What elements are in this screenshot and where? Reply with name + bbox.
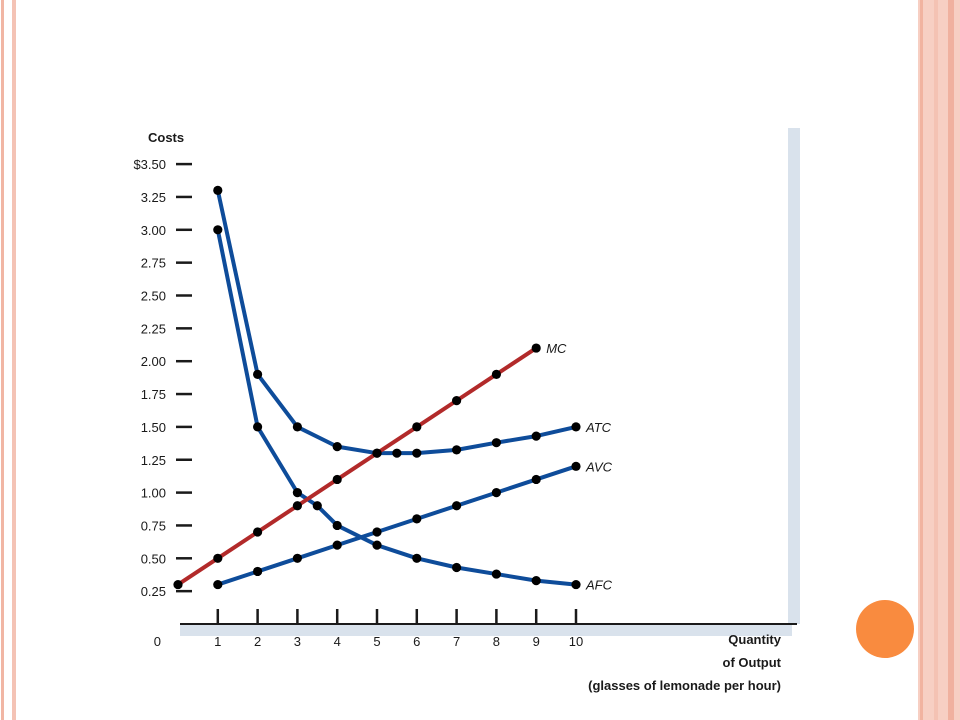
left-border-stripe (1, 0, 4, 720)
y-tick-label: 3.00 (141, 223, 166, 238)
slide-right-border (918, 0, 960, 720)
atc-point (571, 422, 581, 432)
avc-point (253, 566, 263, 577)
avc-label: AVC (585, 459, 613, 474)
avc-point (332, 540, 342, 550)
afc-point (452, 562, 462, 573)
mc-point (173, 579, 183, 590)
mc-point (372, 448, 382, 458)
mc-point (452, 396, 462, 406)
y-tick-label: 0.75 (141, 518, 166, 533)
x-tick-label: 6 (413, 634, 420, 649)
afc-point (213, 225, 223, 235)
atc-point (213, 185, 223, 195)
y-tick-label: 2.75 (141, 256, 166, 271)
mc-point (332, 474, 342, 485)
mc-point (292, 501, 302, 511)
afc-curve (215, 227, 578, 587)
afc-label: AFC (585, 578, 613, 593)
avc-point (292, 553, 302, 563)
x-axis-title-line-1: Quantity (728, 632, 781, 647)
y-tick-label: 3.25 (141, 190, 166, 205)
y-tick-label: 2.50 (141, 289, 166, 304)
y-tick-label: 1.75 (141, 387, 166, 402)
y-tick-label: 1.25 (141, 453, 166, 468)
x-tick-label: 7 (453, 634, 460, 649)
mc-curve (176, 346, 539, 587)
atc-point (491, 438, 501, 448)
y-tick-label: 0.25 (141, 584, 166, 599)
origin-label: 0 (154, 634, 161, 649)
decorative-orange-circle (856, 600, 914, 658)
afc-point (531, 576, 541, 586)
afc-point (571, 579, 581, 590)
y-tick-label: 1.00 (141, 486, 166, 501)
atc-label: ATC (585, 420, 612, 435)
afc-point (312, 501, 322, 511)
x-axis-ticks: 1 2 3 4 5 6 7 8 9 10 (214, 609, 583, 649)
afc-point (332, 520, 342, 531)
right-border-stripe (948, 0, 954, 720)
y-tick-label: $3.50 (133, 157, 166, 172)
afc-point (412, 553, 422, 563)
atc-point (531, 431, 541, 441)
avc-point (571, 461, 581, 471)
afc-point (491, 569, 501, 579)
mc-point (253, 527, 263, 537)
series-layer: ATC AFC AVC MC (173, 185, 613, 593)
atc-point (292, 422, 302, 432)
atc-point (452, 445, 462, 455)
y-axis-ticks: 0.25 0.50 0.75 1.00 1.25 1.50 1.75 2.00 2.25 2.50… (133, 157, 192, 599)
afc-point (292, 488, 302, 498)
x-tick-label: 3 (294, 634, 301, 649)
avc-point (213, 579, 223, 590)
atc-point (412, 448, 422, 458)
mc-point (491, 369, 501, 379)
x-tick-label: 5 (373, 634, 380, 649)
x-axis-title-line-3: (glasses of lemonade per hour) (588, 678, 781, 693)
x-tick-label: 1 (214, 634, 221, 649)
avc-point (372, 527, 382, 537)
slide-left-border (0, 0, 22, 720)
mc-point (412, 422, 422, 432)
plot-right-edge-shadow (788, 128, 800, 624)
atc-point (253, 369, 263, 379)
avc-curve (215, 464, 578, 587)
y-axis-title: Costs (148, 130, 184, 145)
avc-point (412, 514, 422, 524)
avc-point (452, 501, 462, 511)
x-tick-label: 4 (334, 634, 341, 649)
x-tick-label: 10 (569, 634, 583, 649)
left-border-stripe (12, 0, 16, 720)
x-tick-label: 9 (533, 634, 540, 649)
atc-point (332, 442, 342, 452)
y-tick-label: 2.00 (141, 354, 166, 369)
right-border-stripe (920, 0, 923, 720)
y-tick-label: 0.50 (141, 551, 166, 566)
plot-bottom-edge-shadow (180, 624, 792, 636)
y-tick-label: 1.50 (141, 420, 166, 435)
atc-point (392, 448, 402, 458)
mc-point (213, 553, 223, 563)
x-tick-label: 8 (493, 634, 500, 649)
mc-point (531, 343, 541, 353)
atc-curve (215, 188, 578, 456)
x-axis-title-line-2: of Output (723, 655, 782, 670)
right-border-stripe (934, 0, 938, 720)
mc-label: MC (546, 341, 567, 356)
afc-point (253, 422, 263, 432)
afc-point (372, 540, 382, 550)
avc-point (491, 488, 501, 498)
x-tick-label: 2 (254, 634, 261, 649)
avc-point (531, 474, 541, 485)
y-tick-label: 2.25 (141, 321, 166, 336)
